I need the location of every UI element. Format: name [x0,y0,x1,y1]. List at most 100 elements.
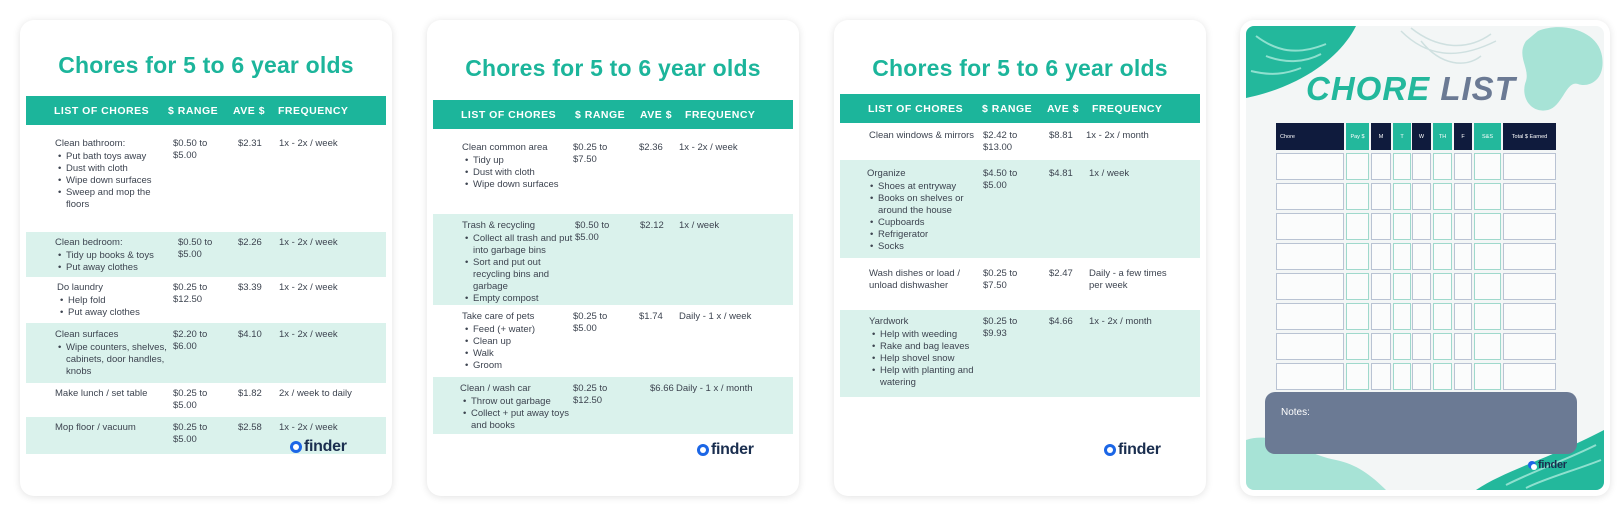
chore-subtasks: Shoes at entrywayBooks on shelves or aro… [867,181,979,253]
grid-cell[interactable] [1393,243,1411,270]
column-header-range: $ RANGE [575,109,626,121]
frequency: Daily - a few times per week [1089,268,1167,291]
grid-cell[interactable] [1454,183,1472,210]
grid-cell[interactable] [1474,243,1501,270]
finder-logo: finder [1104,441,1161,459]
grid-cell[interactable] [1371,273,1391,300]
table-row: Make lunch / set table $0.25 to $5.00 $1.8… [26,383,386,417]
chore-cell: Clean windows & mirrors [869,130,981,142]
grid-cell[interactable] [1393,153,1411,180]
finder-logo-text: finder [1538,459,1567,471]
grid-cell[interactable] [1503,243,1556,270]
grid-cell[interactable] [1412,213,1431,240]
chore-name: Mop floor / vacuum [55,422,136,433]
grid-cell[interactable] [1454,153,1472,180]
grid-cell[interactable] [1412,153,1431,180]
subtask-item: Help with weeding [869,329,981,341]
grid-cell[interactable] [1433,363,1452,390]
grid-cell[interactable] [1412,363,1431,390]
grid-cell[interactable] [1474,153,1501,180]
grid-cell[interactable] [1433,273,1452,300]
finder-logo-text: finder [711,441,754,458]
grid-cell[interactable] [1474,333,1501,360]
grid-cell[interactable] [1474,273,1501,300]
grid-cell[interactable] [1412,303,1431,330]
notes-box[interactable]: Notes: [1265,392,1577,454]
grid-cell[interactable] [1276,303,1344,330]
subtask-item: Help with planting and watering [869,365,981,389]
grid-cell[interactable] [1454,303,1472,330]
grid-cell[interactable] [1433,153,1452,180]
grid-cell[interactable] [1371,363,1391,390]
subtask-item: Put bath toys away [55,151,167,163]
table-row: Organize Shoes at entrywayBooks on shelve… [840,160,1200,258]
grid-cell[interactable] [1346,153,1369,180]
grid-cell[interactable] [1346,273,1369,300]
grid-cell[interactable] [1393,213,1411,240]
grid-cell[interactable] [1276,273,1344,300]
subtask-item: Walk [462,348,574,360]
grid-cell[interactable] [1393,273,1411,300]
grid-cell[interactable] [1393,363,1411,390]
grid-cell[interactable] [1503,153,1556,180]
grid-cell[interactable] [1433,303,1452,330]
chore-price-card: Chores for 5 to 6 year olds LIST OF CHORE… [427,20,799,496]
card-title: Chores for 5 to 6 year olds [465,55,761,81]
grid-cell[interactable] [1454,333,1472,360]
grid-column-header: Total $ Earned [1503,123,1556,150]
grid-cell[interactable] [1412,243,1431,270]
column-header-ave: AVE $ [1047,103,1080,115]
grid-cell[interactable] [1412,183,1431,210]
grid-cell[interactable] [1393,333,1411,360]
grid-cell[interactable] [1503,363,1556,390]
grid-cell[interactable] [1412,333,1431,360]
grid-cell[interactable] [1503,273,1556,300]
table-row: Wash dishes or load / unload dishwasher $… [840,258,1200,310]
grid-cell[interactable] [1276,333,1344,360]
grid-cell[interactable] [1433,213,1452,240]
grid-cell[interactable] [1433,183,1452,210]
grid-cell[interactable] [1503,213,1556,240]
grid-cell[interactable] [1503,333,1556,360]
grid-cell[interactable] [1371,213,1391,240]
grid-cell[interactable] [1454,213,1472,240]
grid-column-header: W [1412,123,1431,150]
grid-cell[interactable] [1346,333,1369,360]
grid-cell[interactable] [1276,153,1344,180]
grid-cell[interactable] [1454,243,1472,270]
grid-cell[interactable] [1371,303,1391,330]
subtask-item: Refrigerator [867,229,979,241]
grid-cell[interactable] [1433,243,1452,270]
grid-cell[interactable] [1393,303,1411,330]
grid-cell[interactable] [1503,303,1556,330]
grid-cell[interactable] [1346,303,1369,330]
grid-cell[interactable] [1371,333,1391,360]
grid-cell[interactable] [1454,363,1472,390]
price-range: $0.25 to $7.50 [573,142,608,165]
grid-cell[interactable] [1276,363,1344,390]
grid-cell[interactable] [1474,363,1501,390]
grid-cell[interactable] [1346,213,1369,240]
grid-cell[interactable] [1346,183,1369,210]
grid-cell[interactable] [1346,363,1369,390]
grid-cell[interactable] [1371,153,1391,180]
grid-cell[interactable] [1371,243,1391,270]
grid-cell[interactable] [1412,273,1431,300]
grid-cell[interactable] [1433,333,1452,360]
grid-cell[interactable] [1393,183,1411,210]
grid-cell[interactable] [1474,213,1501,240]
grid-cell[interactable] [1346,243,1369,270]
grid-cell[interactable] [1371,183,1391,210]
subtask-item: Collect all trash and put into garbage b… [462,233,574,257]
subtask-item: Tidy up books & toys [55,250,167,262]
grid-cell[interactable] [1474,183,1501,210]
grid-cell[interactable] [1276,183,1344,210]
frequency: 1x - 2x / week [279,329,338,340]
subtask-item: Sweep and mop the floors [55,187,167,211]
grid-cell[interactable] [1474,303,1501,330]
subtask-item: Wipe down surfaces [55,175,167,187]
grid-cell[interactable] [1454,273,1472,300]
grid-cell[interactable] [1276,213,1344,240]
grid-cell[interactable] [1503,183,1556,210]
grid-cell[interactable] [1276,243,1344,270]
